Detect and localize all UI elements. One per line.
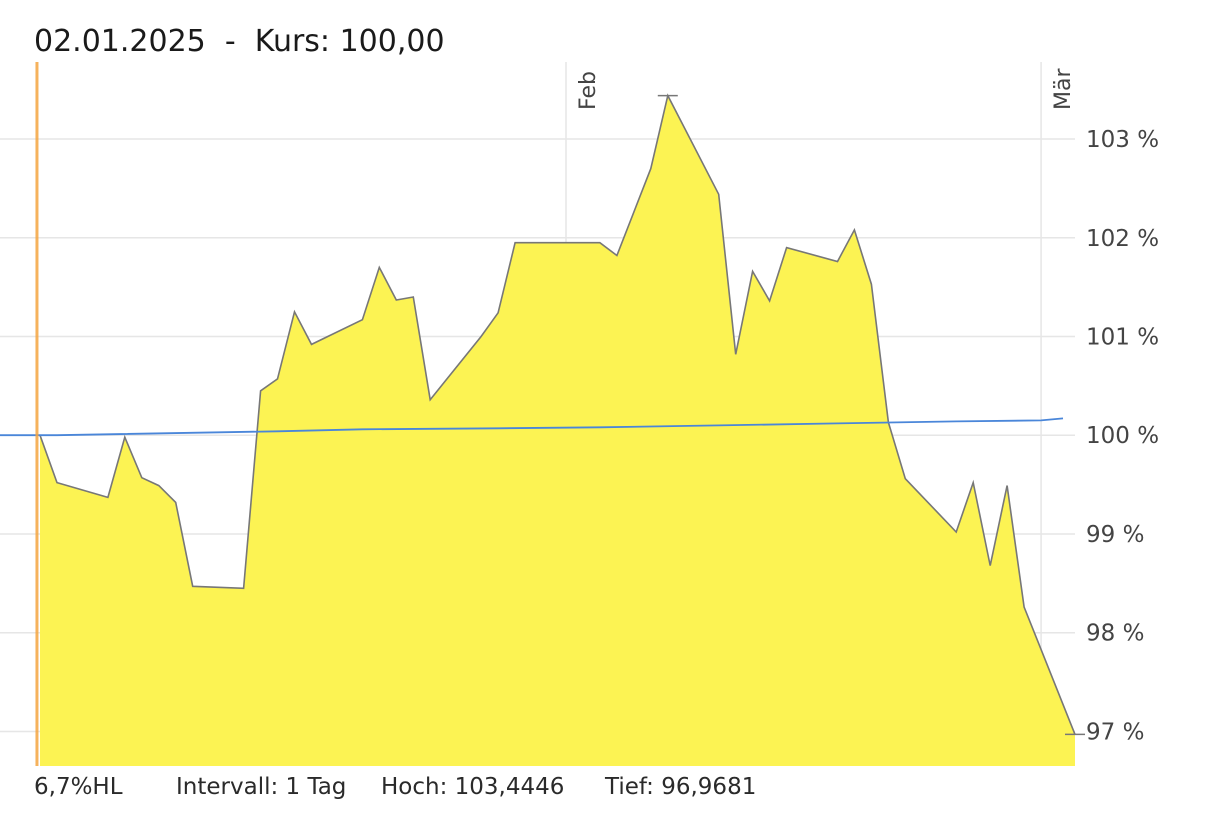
low-label: Tief: 96,9681 [605,774,757,800]
y-tick-label: 101 % [1086,324,1159,350]
chart-title: 02.01.2025 - Kurs: 100,00 [34,24,445,59]
y-tick-label: 98 % [1086,621,1144,647]
y-tick-label: 103 % [1086,127,1159,153]
area-fill [40,95,1075,767]
interval-label: Intervall: 1 Tag [176,774,347,800]
y-tick-label: 97 % [1086,719,1144,745]
area-chart: 97 % 98 % 99 % 100 % 101 % 102 % 103 % Feb Mär [0,62,1159,767]
y-tick-label: 102 % [1086,226,1159,252]
chart-footer: 6,7%HL Intervall: 1 Tag Hoch: 103,4446 T… [0,770,1210,810]
high-label: Hoch: 103,4446 [381,774,565,800]
date-label: 02.01.2025 [34,24,206,59]
y-axis: 97 % 98 % 99 % 100 % 101 % 102 % 103 % [1086,127,1159,745]
benchmark-line [0,417,1064,437]
x-tick-label: Feb [576,71,601,110]
y-tick-label: 100 % [1086,423,1159,449]
x-tick-label: Mär [1051,68,1076,110]
x-axis: Feb Mär [576,68,1076,110]
price-label: Kurs: 100,00 [254,24,445,59]
extreme-markers [657,94,1085,736]
series-name: 6,7%HL [34,774,123,800]
price-line [39,93,1076,735]
title-separator: - [224,24,236,59]
y-tick-label: 99 % [1086,522,1144,548]
